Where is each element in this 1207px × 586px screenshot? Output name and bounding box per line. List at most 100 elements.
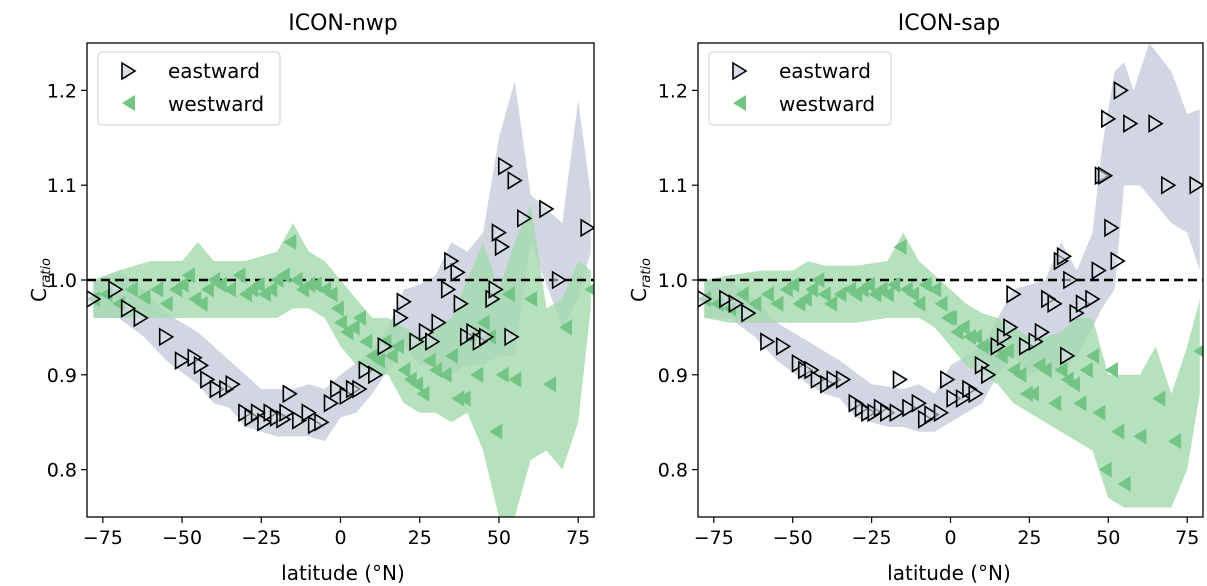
westward-point [543,376,557,393]
y-tick-label: 1.2 [658,80,688,102]
panel-title: ICON-nwp [288,11,397,36]
eastward-point [133,308,149,328]
westward-point [124,281,138,298]
eastward-point [1063,270,1079,290]
eastward-point [323,393,340,413]
panel-icon-sap: ICON-sap latitude (°N) Cratio −75 −50 −25 0… [627,11,1204,585]
axis-ticks: −75 −50 −25 0 25 50 75 0.8 0.9 1.0 1.1 1.2 [47,80,590,549]
westward-point [200,281,214,298]
legend-eastward-marker [732,61,748,81]
x-tick-label: 0 [334,527,346,549]
eastward-point [174,351,191,371]
westward-point [918,276,932,293]
y-axis-label-main: C [27,288,51,302]
eastward-point [209,379,225,399]
westward-point [928,281,942,298]
westward-point [1073,395,1087,412]
eastward-point [488,280,504,299]
eastward-point [1075,294,1092,314]
westward-point [489,423,503,440]
eastward-point [892,370,909,389]
x-tick-label: 50 [1096,527,1120,549]
westward-point [457,390,471,407]
x-tick-label: −25 [241,527,281,549]
westward-point [956,319,970,336]
westward-point [786,276,800,293]
westward-point [893,238,907,255]
y-tick-label: 1.0 [47,270,77,292]
westward-point [1152,390,1166,407]
eastward-point [1160,175,1177,195]
westward-point [251,276,265,293]
eastward-point [981,365,997,385]
eastward-point [87,290,102,308]
legend-eastward-label: eastward [779,59,871,83]
westward-point [422,352,436,369]
westward-point [1168,433,1182,450]
y-tick-label: 1.1 [658,175,688,197]
westward-point [1104,362,1118,379]
westward-point [760,286,774,303]
legend-westward-label: westward [779,92,875,116]
eastward-point [539,199,555,219]
westward-point [213,276,227,293]
legend-westward-marker [733,95,746,111]
eastward-point [741,303,757,323]
axes-frame [86,42,595,518]
eastward-point [880,403,896,423]
eastward-point [504,327,520,347]
eastward-point [933,403,950,423]
eastward-point [1034,322,1051,342]
westward-point [501,286,515,303]
westward-point [372,352,386,369]
x-tick-label: 25 [1017,527,1041,549]
eastward-point [902,398,918,418]
westward-point [410,376,424,393]
eastward-point [1056,246,1073,266]
eastward-point [200,370,216,389]
y-tick-label: 1.2 [47,80,77,102]
plot-area: −75 −50 −25 0 25 50 75 0.8 0.9 1.0 1.1 1.2 [47,80,594,549]
eastward-point [431,313,447,333]
westward-point [861,276,875,293]
eastward-point [292,410,308,430]
x-tick-label: −25 [852,527,892,549]
eastward-point [580,218,594,238]
westward-point [912,295,926,312]
westward-point [444,347,458,364]
westward-point [276,267,290,284]
westward-point [470,366,484,383]
legend-eastward-label: eastward [168,59,260,83]
eastward-point [728,294,744,314]
plot-area: −75 −50 −25 0 25 50 75 0.8 0.9 1.0 1.1 1.2 [658,43,1203,549]
panel-title: ICON-sap [898,11,1000,36]
y-tick-label: 0.8 [47,460,77,482]
westward-point [429,362,443,379]
x-tick-label: 50 [487,527,511,549]
westward-point [1111,423,1125,440]
westward-point [770,295,784,312]
eastward-point [368,365,384,385]
westward-point [798,290,812,307]
eastward-point [835,370,852,389]
westward-point [1013,366,1027,383]
eastward-point [810,370,826,389]
eastward-point [1113,80,1129,100]
eastward-point [158,327,175,347]
legend-box [97,51,281,126]
eastward-point [108,280,124,299]
y-tick-label: 0.8 [658,460,688,482]
axis-ticks: −75 −50 −25 0 25 50 75 0.8 0.9 1.0 1.1 1.2 [658,80,1200,549]
westward-point [289,272,303,288]
eastward-point [193,355,210,375]
plot-clip-group [87,80,594,517]
eastward-point [330,379,346,399]
westward-point [283,234,297,251]
eastward-point [968,384,984,404]
westward-point [1000,343,1014,360]
westward-point [524,290,538,307]
eastward-point [1018,336,1035,356]
eastward-point [279,403,295,423]
westward-point [334,314,347,331]
